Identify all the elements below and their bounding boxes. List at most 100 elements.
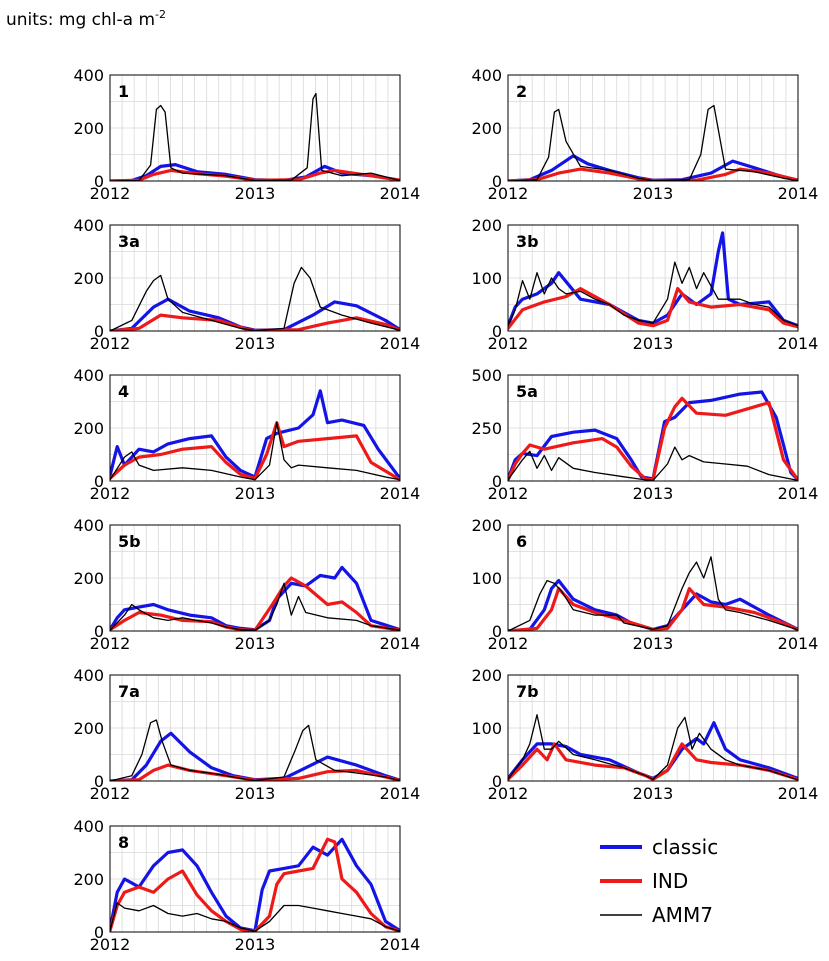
series-line-ind [508, 396, 798, 481]
y-tick-label: 200 [471, 216, 502, 235]
series-group [508, 104, 798, 181]
y-tick-label: 400 [73, 817, 104, 836]
panel-label: 7a [118, 682, 140, 701]
grid [508, 525, 798, 631]
grid [110, 375, 400, 481]
x-tick-label: 2013 [235, 784, 276, 803]
series-line-ind [508, 586, 798, 631]
legend-item-amm7: AMM7 [600, 903, 713, 927]
panel-label: 5b [118, 532, 141, 551]
panel-7a: 0 200 400 2012 2013 2014 7a [73, 666, 420, 803]
y-tick-label: 500 [471, 366, 502, 385]
axes-frame [109, 74, 401, 182]
series-group [508, 390, 798, 481]
series-group [110, 565, 400, 631]
panel-label: 2 [516, 82, 527, 101]
series-line-amm7 [110, 582, 400, 631]
axes-frame [109, 524, 401, 632]
y-tick-label: 0 [492, 472, 502, 491]
x-tick-label: 2013 [633, 484, 674, 503]
x-tick-label: 2014 [778, 784, 819, 803]
axes-frame [109, 224, 401, 332]
x-tick-label: 2014 [380, 935, 421, 954]
series-group [110, 92, 400, 181]
series-group [110, 389, 400, 481]
series-line-amm7 [508, 104, 798, 181]
x-tick-label: 2014 [778, 334, 819, 353]
x-tick-label: 2013 [235, 935, 276, 954]
panel-7b: 0 100 200 2012 2013 2014 7b [471, 666, 818, 803]
panel-4: 0 200 400 2012 2013 2014 4 [73, 366, 420, 503]
y-tick-label: 200 [73, 870, 104, 889]
panel-label: 6 [516, 532, 527, 551]
series-line-ind [110, 421, 400, 481]
series-group [508, 231, 798, 330]
y-tick-label: 0 [492, 322, 502, 341]
panel-label: 7b [516, 682, 539, 701]
y-tick-label: 200 [471, 119, 502, 138]
panel-5b: 0 200 400 2012 2013 2014 5b [73, 516, 420, 653]
series-group [110, 266, 400, 331]
panel-1: 0 200 400 2012 2013 2014 1 [73, 66, 420, 203]
panel-label: 3a [118, 232, 140, 251]
x-tick-label: 2012 [90, 184, 131, 203]
axes-frame [109, 374, 401, 482]
y-tick-label: 100 [471, 269, 502, 288]
x-tick-label: 2012 [488, 784, 529, 803]
x-tick-label: 2013 [633, 334, 674, 353]
grid [110, 826, 400, 932]
grid [110, 75, 400, 181]
y-tick-label: 200 [73, 719, 104, 738]
series-line-ind [508, 287, 798, 330]
y-tick-label: 100 [471, 569, 502, 588]
y-tick-label: 200 [73, 569, 104, 588]
series-group [110, 719, 400, 781]
y-tick-label: 200 [73, 119, 104, 138]
axes-frame [109, 674, 401, 782]
axes-frame [507, 674, 799, 782]
x-tick-label: 2013 [633, 634, 674, 653]
grid [508, 675, 798, 781]
axes-frame [507, 74, 799, 182]
y-tick-label: 200 [73, 419, 104, 438]
x-tick-label: 2014 [380, 184, 421, 203]
y-tick-label: 0 [492, 622, 502, 641]
series-group [508, 556, 798, 631]
x-tick-label: 2013 [235, 484, 276, 503]
y-tick-label: 0 [94, 772, 104, 791]
series-line-amm7 [110, 266, 400, 331]
panel-8: 0 200 400 2012 2013 2014 8 [73, 817, 420, 954]
y-tick-label: 400 [73, 366, 104, 385]
y-tick-label: 0 [94, 923, 104, 942]
y-tick-label: 100 [471, 719, 502, 738]
x-tick-label: 2014 [778, 634, 819, 653]
y-tick-label: 400 [73, 216, 104, 235]
y-tick-label: 0 [94, 322, 104, 341]
y-tick-label: 200 [471, 666, 502, 685]
panel-3a: 0 200 400 2012 2013 2014 3a [73, 216, 420, 353]
series-group [508, 714, 798, 781]
y-tick-label: 250 [471, 419, 502, 438]
x-tick-label: 2012 [90, 784, 131, 803]
x-tick-label: 2014 [778, 184, 819, 203]
x-tick-label: 2013 [235, 184, 276, 203]
x-tick-label: 2013 [633, 184, 674, 203]
x-tick-label: 2012 [488, 634, 529, 653]
y-tick-label: 400 [73, 666, 104, 685]
axes-frame [507, 524, 799, 632]
x-tick-label: 2012 [90, 484, 131, 503]
y-tick-label: 400 [471, 66, 502, 85]
x-tick-label: 2013 [235, 334, 276, 353]
panel-3b: 0 100 200 2012 2013 2014 3b [471, 216, 818, 353]
units-exponent: -2 [155, 8, 167, 21]
series-line-amm7 [110, 902, 400, 932]
x-tick-label: 2012 [488, 484, 529, 503]
x-tick-label: 2012 [488, 334, 529, 353]
y-tick-label: 0 [492, 172, 502, 191]
series-line-amm7 [508, 714, 798, 781]
series-line-ind [110, 576, 400, 631]
y-tick-label: 0 [94, 622, 104, 641]
x-tick-label: 2014 [380, 334, 421, 353]
x-tick-label: 2012 [90, 334, 131, 353]
